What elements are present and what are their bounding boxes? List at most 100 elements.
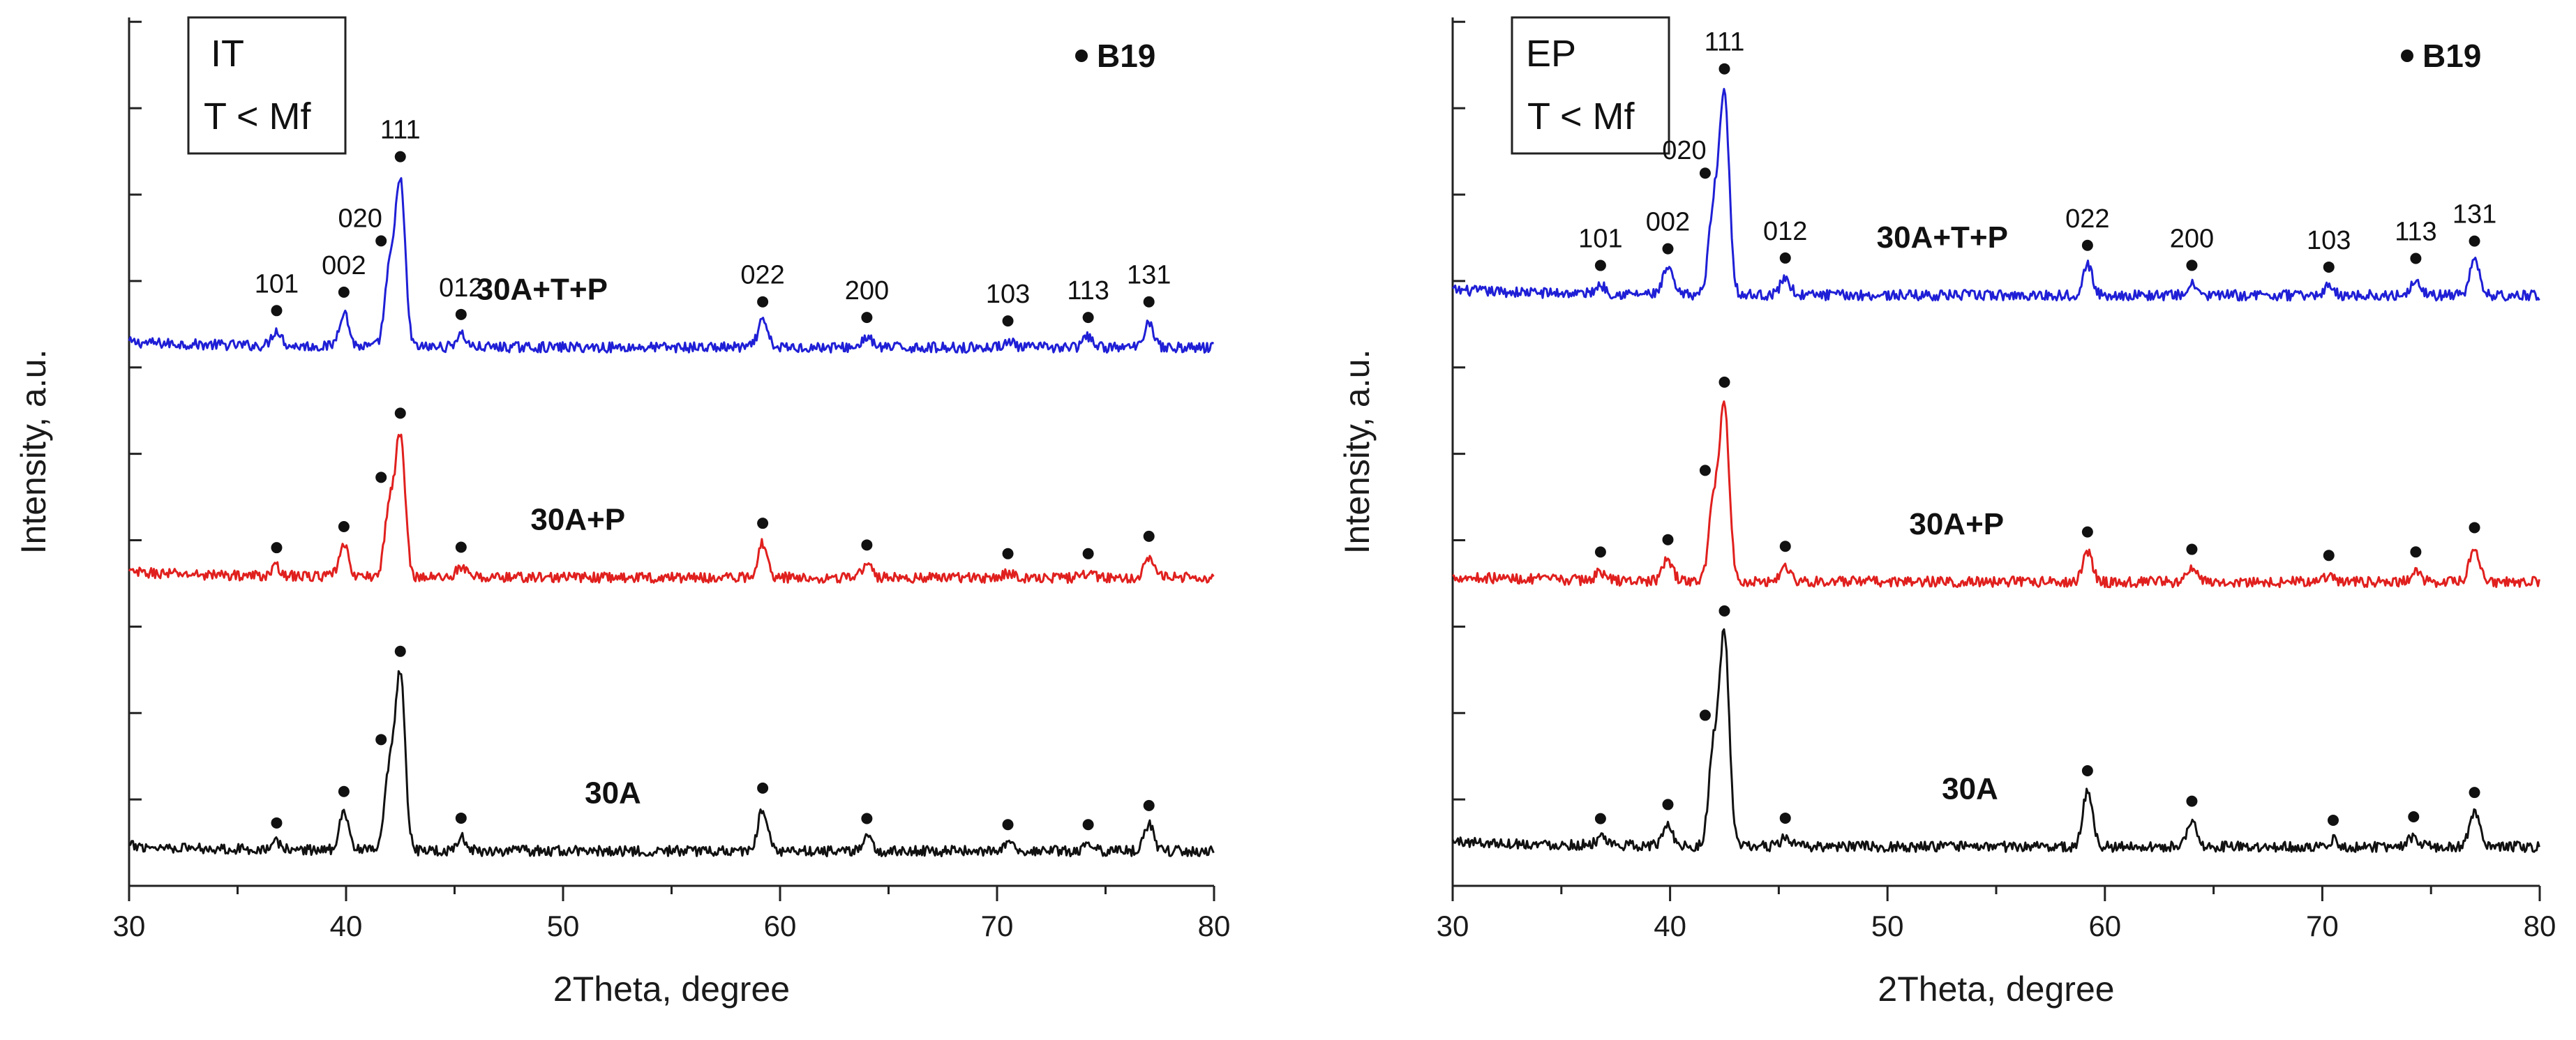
series-line	[128, 433, 1215, 584]
hkl-label: 103	[986, 280, 1030, 309]
x-tick-label: 30	[1437, 910, 1469, 942]
series-label: 30A	[1942, 772, 1998, 806]
x-tick-label: 50	[1871, 910, 1904, 942]
peak-marker	[1082, 548, 1094, 559]
peak-marker	[2469, 235, 2480, 247]
x-tick-label: 70	[981, 910, 1014, 942]
series-label: 30A+T+P	[1877, 220, 2008, 255]
peak-marker	[2323, 550, 2335, 562]
peak-marker	[1082, 819, 1094, 831]
y-axis-title: Intensity, a.u.	[14, 349, 53, 555]
peak-marker	[2081, 764, 2093, 776]
peak-marker	[271, 305, 283, 317]
hkl-label: 022	[740, 261, 784, 290]
legend-marker	[1075, 50, 1088, 62]
peak-marker	[338, 286, 350, 298]
hkl-label: 002	[322, 251, 366, 280]
x-tick-label: 40	[1654, 910, 1686, 942]
series-30A+T+P: 101 002 020 111 012 022 200 103 113 131 30A+T+P	[128, 116, 1215, 354]
hkl-label: 111	[380, 116, 421, 145]
peak-marker	[375, 472, 387, 483]
peak-marker	[2410, 546, 2422, 558]
series-30A+P: 30A+P	[1452, 376, 2540, 589]
peak-marker	[2469, 522, 2480, 534]
peak-marker	[1002, 548, 1014, 559]
peak-marker	[2186, 543, 2198, 555]
x-tick-label: 40	[330, 910, 363, 942]
peak-marker	[1143, 799, 1155, 811]
peak-marker	[1699, 709, 1711, 721]
peak-marker	[1662, 243, 1674, 255]
peak-marker	[2327, 815, 2339, 827]
peak-marker	[2081, 239, 2093, 251]
x-axis-title: 2Theta, degree	[1878, 970, 2114, 1009]
series-line	[1451, 628, 2540, 853]
peak-marker	[1699, 167, 1711, 179]
series-line	[1452, 400, 2540, 589]
panel-left: 30 40 50 60 70 80 2Theta, degree Intensity, a.u…	[14, 16, 1231, 1009]
condition-label-line1: IT	[211, 33, 244, 75]
hkl-label: 020	[338, 204, 382, 233]
peak-marker	[2186, 259, 2198, 271]
hkl-label: 113	[1067, 276, 1109, 306]
hkl-label: 111	[1705, 28, 1745, 57]
peak-marker	[1779, 541, 1791, 552]
peak-marker	[1718, 376, 1730, 388]
series-label: 30A+P	[1909, 507, 2004, 541]
peak-marker	[2410, 253, 2422, 264]
peak-marker	[455, 541, 467, 553]
peak-marker	[757, 518, 769, 529]
condition-label-line2: T < Mf	[204, 96, 312, 137]
peak-marker	[1718, 63, 1730, 75]
legend-label: B19	[1097, 38, 1155, 74]
x-tick-label: 60	[764, 910, 797, 942]
series-label: 30A+T+P	[477, 273, 608, 307]
peak-marker	[394, 407, 406, 419]
peak-marker	[271, 542, 283, 554]
x-tick-label: 50	[547, 910, 580, 942]
panel-right: 30 40 50 60 70 80 2Theta, degree Intensity, a.u…	[1338, 16, 2556, 1009]
peak-marker	[1002, 315, 1014, 327]
y-axis-title: Intensity, a.u.	[1338, 349, 1377, 555]
peak-marker	[1143, 530, 1155, 542]
peak-marker	[1594, 813, 1606, 824]
peak-marker	[1143, 296, 1155, 308]
series-label: 30A+P	[530, 503, 625, 537]
hkl-label: 101	[255, 269, 299, 299]
peak-marker	[455, 308, 467, 320]
peak-marker	[1594, 259, 1606, 271]
peak-marker	[2323, 261, 2335, 273]
peak-marker	[338, 785, 350, 797]
series-line	[128, 176, 1215, 354]
peak-marker	[1662, 799, 1674, 811]
peak-marker	[394, 645, 406, 657]
series-30A+T+P: 101 002 020 111 012 022 200 103 113 131 30A+T+P	[1451, 28, 2540, 302]
peak-marker	[271, 817, 283, 829]
peak-marker	[2408, 811, 2420, 823]
peak-marker	[757, 296, 769, 308]
hkl-label: 103	[2307, 226, 2351, 255]
condition-label-line2: T < Mf	[1527, 96, 1635, 137]
x-tick-label: 80	[2524, 910, 2556, 942]
x-tick-label: 80	[1198, 910, 1231, 942]
series-line	[1451, 88, 2540, 302]
peak-marker	[2469, 787, 2480, 799]
hkl-label: 012	[1763, 217, 1807, 246]
hkl-label: 012	[439, 273, 483, 303]
condition-label-line1: EP	[1526, 33, 1576, 75]
condition-box	[187, 16, 347, 155]
peak-marker	[1779, 812, 1791, 824]
hkl-label: 200	[845, 276, 889, 306]
series-30A: 30A	[128, 645, 1215, 857]
peak-marker	[1699, 465, 1711, 476]
hkl-label: 131	[2453, 200, 2496, 229]
peak-marker	[861, 539, 873, 551]
hkl-label: 200	[2170, 224, 2214, 253]
condition-box	[1511, 16, 1670, 155]
hkl-label: 020	[1662, 136, 1706, 165]
peak-marker	[861, 813, 873, 824]
peak-marker	[394, 151, 406, 163]
series-label: 30A	[585, 776, 641, 811]
peak-marker	[1082, 312, 1094, 324]
